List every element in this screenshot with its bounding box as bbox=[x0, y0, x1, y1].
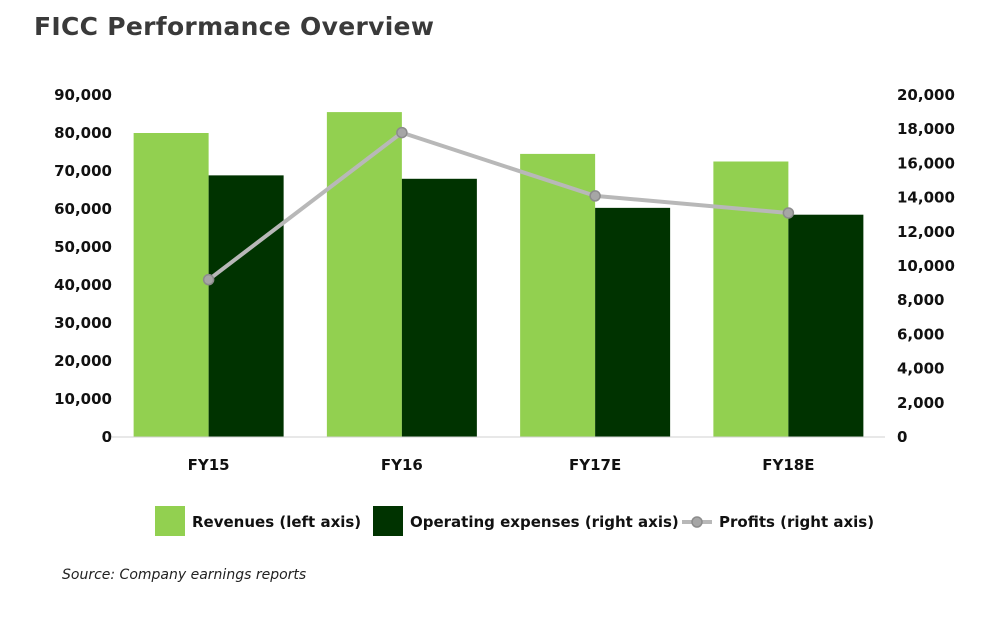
bar-revenues bbox=[133, 133, 209, 437]
left-tick-label: 90,000 bbox=[54, 86, 112, 104]
profits-point bbox=[589, 190, 601, 202]
legend-label-profits: Profits (right axis) bbox=[719, 513, 874, 531]
legend: Revenues (left axis) Operating expenses (… bbox=[155, 506, 874, 536]
category-labels: FY15 FY16 FY17E FY18E bbox=[188, 456, 815, 474]
left-tick-label: 70,000 bbox=[54, 162, 112, 180]
source-note: Source: Company earnings reports bbox=[62, 567, 307, 583]
right-tick-label: 2,000 bbox=[897, 394, 944, 412]
legend-swatch-revenues bbox=[155, 506, 185, 536]
profits-line-series bbox=[202, 126, 795, 286]
bar-operating-expenses bbox=[595, 207, 671, 437]
legend-label-revenues: Revenues (left axis) bbox=[192, 513, 361, 531]
right-tick-label: 12,000 bbox=[897, 223, 955, 241]
bar-revenues bbox=[520, 153, 596, 437]
profits-line bbox=[207, 130, 789, 282]
left-tick-label: 60,000 bbox=[54, 200, 112, 218]
right-tick-label: 8,000 bbox=[897, 291, 944, 309]
legend-swatch-profits-marker bbox=[691, 516, 703, 528]
right-tick-label: 4,000 bbox=[897, 360, 944, 378]
category-label: FY15 bbox=[188, 456, 230, 474]
right-tick-label: 20,000 bbox=[897, 86, 955, 104]
right-tick-label: 10,000 bbox=[897, 257, 955, 275]
bar-operating-expenses bbox=[788, 214, 864, 437]
bar-revenues bbox=[713, 161, 789, 437]
profits-point bbox=[202, 273, 215, 286]
right-tick-label: 14,000 bbox=[897, 189, 955, 207]
left-tick-label: 50,000 bbox=[54, 238, 112, 256]
profits-point bbox=[396, 126, 408, 139]
left-tick-label: 80,000 bbox=[54, 124, 112, 142]
chart-title: FICC Performance Overview bbox=[34, 12, 435, 41]
left-tick-label: 30,000 bbox=[54, 314, 112, 332]
category-label: FY17E bbox=[569, 456, 621, 474]
bar-operating-expenses bbox=[401, 178, 477, 438]
left-axis-ticks: 0 10,000 20,000 30,000 40,000 50,000 60,000 70,… bbox=[54, 86, 112, 446]
profits-point bbox=[782, 207, 795, 219]
bar-revenues bbox=[326, 112, 402, 437]
right-tick-label: 0 bbox=[897, 428, 907, 446]
left-tick-label: 10,000 bbox=[54, 390, 112, 408]
category-label: FY18E bbox=[762, 456, 814, 474]
right-tick-label: 16,000 bbox=[897, 154, 955, 172]
bar-operating-expenses bbox=[208, 175, 284, 437]
right-tick-label: 18,000 bbox=[897, 120, 955, 138]
left-tick-label: 0 bbox=[102, 428, 112, 446]
right-tick-label: 6,000 bbox=[897, 325, 944, 343]
legend-label-operating-expenses: Operating expenses (right axis) bbox=[410, 513, 679, 531]
left-tick-label: 40,000 bbox=[54, 276, 112, 294]
legend-swatch-operating-expenses bbox=[373, 506, 403, 536]
left-tick-label: 20,000 bbox=[54, 352, 112, 370]
bars bbox=[133, 112, 864, 438]
right-axis-ticks: 0 2,000 4,000 6,000 8,000 10,000 12,000 14,000 1… bbox=[897, 86, 955, 446]
category-label: FY16 bbox=[381, 456, 423, 474]
